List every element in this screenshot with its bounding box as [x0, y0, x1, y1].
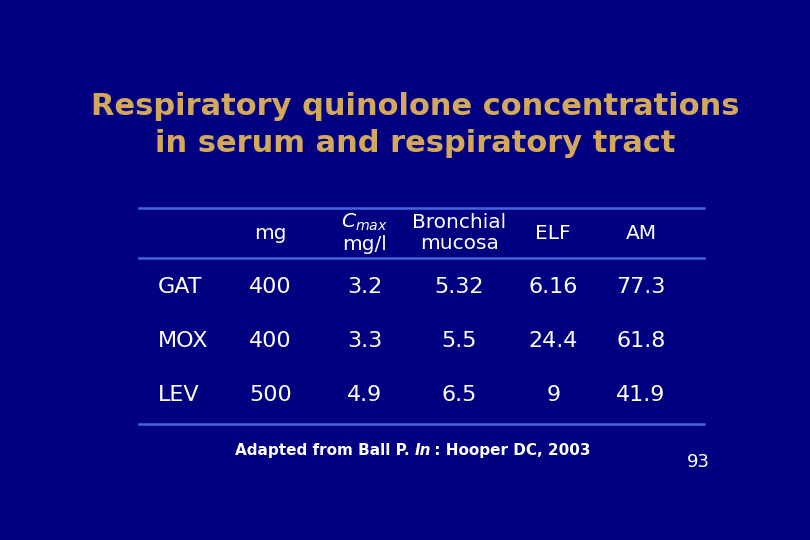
- Text: 9: 9: [546, 386, 561, 406]
- Text: LEV: LEV: [158, 386, 199, 406]
- Text: Adapted from Ball P.: Adapted from Ball P.: [235, 443, 415, 458]
- Text: 500: 500: [249, 386, 292, 406]
- Text: 6.5: 6.5: [441, 386, 477, 406]
- Text: mg: mg: [254, 224, 287, 242]
- Text: AM: AM: [625, 224, 657, 242]
- Text: 4.9: 4.9: [347, 386, 382, 406]
- Text: Bronchial
mucosa: Bronchial mucosa: [412, 213, 506, 253]
- Text: 5.32: 5.32: [434, 277, 484, 297]
- Text: 41.9: 41.9: [616, 386, 666, 406]
- Text: 3.3: 3.3: [347, 332, 382, 352]
- Text: 400: 400: [249, 277, 292, 297]
- Text: ELF: ELF: [535, 224, 571, 242]
- Text: 400: 400: [249, 332, 292, 352]
- Text: $C_{max}$
mg/l: $C_{max}$ mg/l: [342, 212, 388, 254]
- Text: 93: 93: [687, 454, 710, 471]
- Text: 5.5: 5.5: [441, 332, 477, 352]
- Text: : Hooper DC, 2003: : Hooper DC, 2003: [429, 443, 590, 458]
- Text: 77.3: 77.3: [616, 277, 666, 297]
- Text: MOX: MOX: [158, 332, 208, 352]
- Text: Respiratory quinolone concentrations
in serum and respiratory tract: Respiratory quinolone concentrations in …: [91, 92, 740, 158]
- Text: 24.4: 24.4: [529, 332, 578, 352]
- Text: 61.8: 61.8: [616, 332, 666, 352]
- Text: In: In: [415, 443, 432, 458]
- Text: 3.2: 3.2: [347, 277, 382, 297]
- Text: 6.16: 6.16: [529, 277, 578, 297]
- Text: GAT: GAT: [158, 277, 202, 297]
